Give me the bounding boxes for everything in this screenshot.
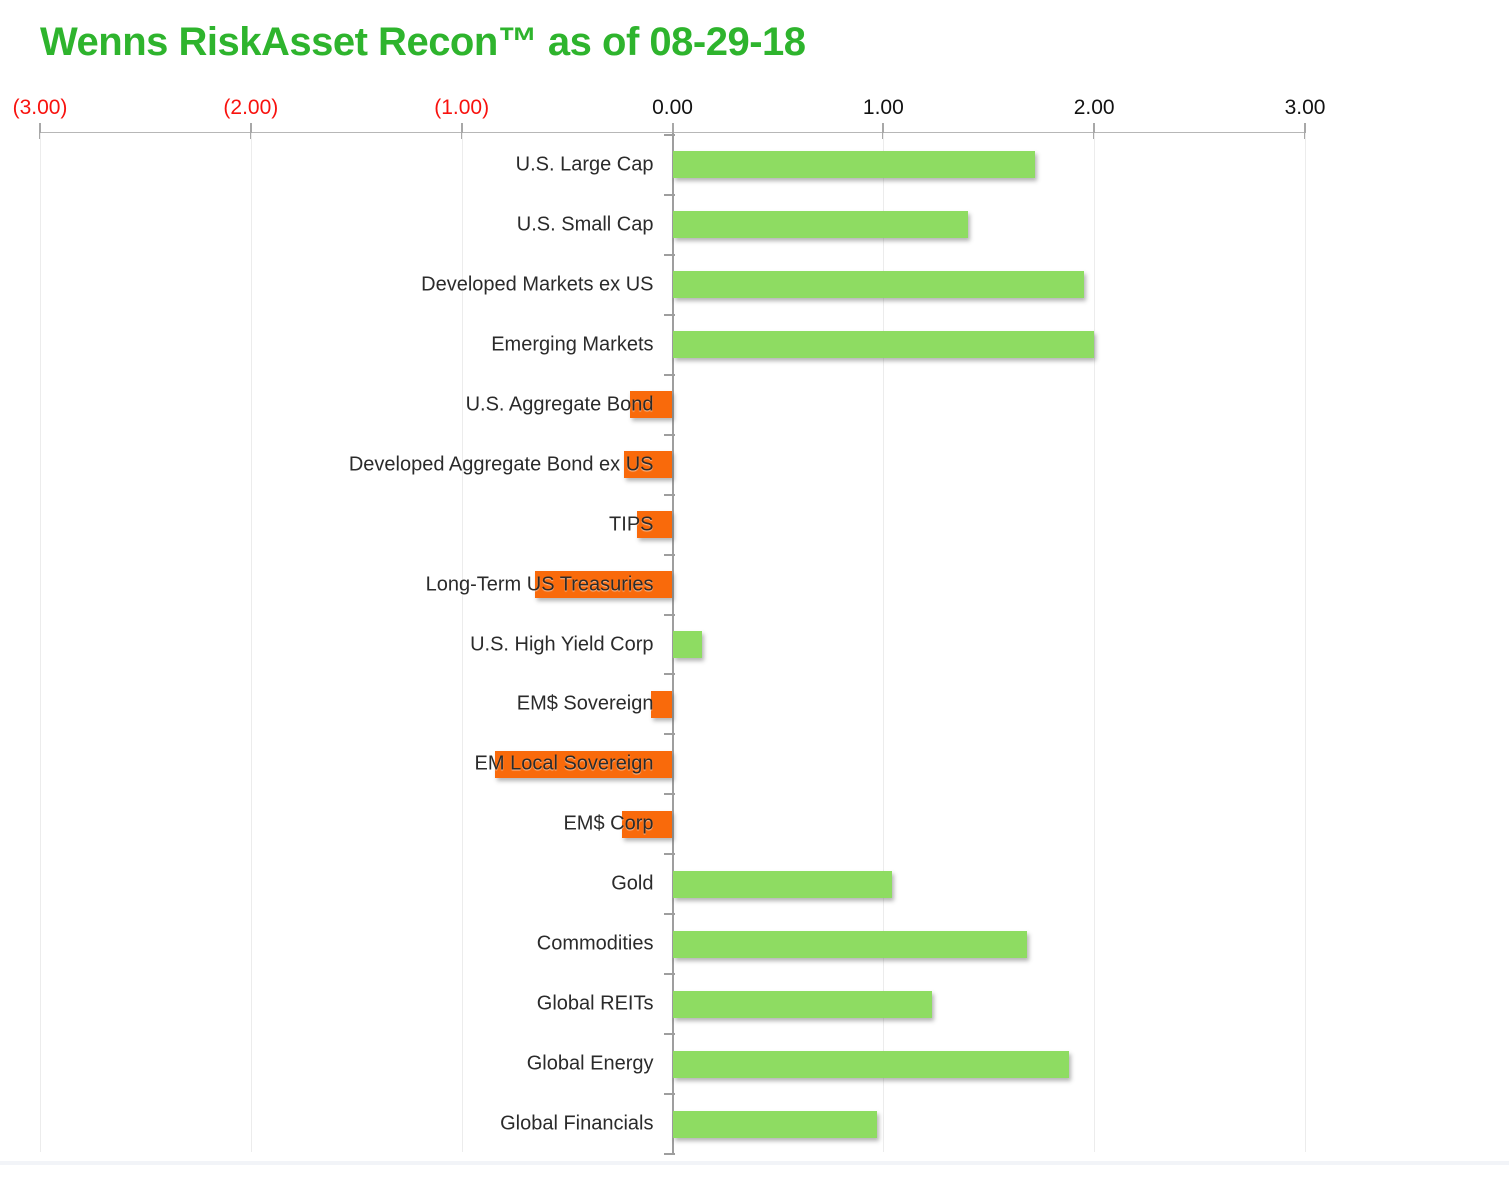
x-axis-label: (1.00) [434, 96, 490, 119]
gridline [250, 133, 252, 1152]
category-label: Gold [611, 872, 654, 895]
x-axis-tick [1093, 123, 1096, 139]
row-boundary-tick [663, 433, 675, 436]
row-boundary-tick [663, 613, 675, 616]
row-boundary-tick [663, 253, 675, 256]
x-axis-tick [1304, 123, 1306, 139]
bar-emerging-markets [672, 331, 1095, 359]
category-label: TIPS [609, 513, 654, 536]
category-label: Global REITs [536, 992, 654, 1015]
bar-long-term-us-treasuries [535, 571, 673, 599]
category-label: Developed Markets ex US [421, 273, 654, 296]
bar-u-s-large-cap [672, 151, 1036, 179]
category-label: Global Financials [500, 1112, 654, 1135]
bar-em-sovereign [651, 690, 673, 718]
bottom-divider-line [0, 1161, 1509, 1165]
category-label: U.S. Large Cap [515, 153, 654, 176]
row-boundary-tick [663, 1153, 675, 1155]
bar-developed-aggregate-bond-ex-us [624, 451, 673, 479]
category-label: Emerging Markets [491, 333, 654, 356]
category-label: Commodities [536, 932, 654, 955]
row-boundary-tick [663, 733, 675, 736]
bar-u-s-high-yield-corp [672, 631, 703, 658]
x-axis-label: 0.00 [652, 96, 693, 119]
gridline [40, 133, 41, 1152]
chart-title: Wenns RiskAsset Recon™ as of 08-29-18 [40, 20, 806, 64]
bar-u-s-small-cap [672, 211, 968, 239]
x-axis-label: 2.00 [1073, 96, 1115, 119]
gridline [1305, 133, 1306, 1152]
category-label: U.S. Small Cap [516, 213, 654, 236]
x-axis-tick [39, 123, 41, 139]
gridline [461, 133, 463, 1152]
row-boundary-tick [663, 1093, 675, 1096]
row-boundary-tick [663, 493, 675, 496]
row-boundary-tick [663, 913, 675, 916]
bar-global-financials [672, 1110, 877, 1138]
x-axis-label: (3.00) [12, 96, 68, 119]
bar-em-corp [621, 810, 673, 838]
x-axis-label: 1.00 [862, 96, 904, 119]
x-axis-tick [671, 123, 674, 139]
category-label: EM$ Corp [563, 812, 654, 835]
category-label: Global Energy [526, 1052, 654, 1075]
bar-global-energy [672, 1050, 1069, 1078]
row-boundary-tick [663, 313, 675, 316]
row-boundary-tick [663, 673, 675, 676]
bar-tips [636, 511, 673, 539]
x-axis-label: 3.00 [1284, 96, 1326, 119]
category-label: Developed Aggregate Bond ex US [348, 453, 654, 476]
row-boundary-tick [663, 793, 675, 796]
bar-global-reits [672, 990, 932, 1018]
bar-developed-markets-ex-us [672, 271, 1084, 299]
row-boundary-tick [663, 1033, 675, 1036]
x-axis-tick [249, 123, 252, 139]
gridline [1094, 133, 1096, 1152]
category-label: Long-Term US Treasuries [425, 573, 654, 596]
row-boundary-tick [663, 853, 675, 856]
x-axis-label: (2.00) [223, 96, 279, 119]
gridline [883, 133, 885, 1152]
row-boundary-tick [663, 973, 675, 976]
row-boundary-tick [663, 193, 675, 196]
bar-em-local-sovereign [495, 750, 673, 778]
row-boundary-tick [663, 134, 675, 136]
bar-u-s-aggregate-bond [630, 391, 673, 419]
bar-gold [672, 870, 892, 898]
category-label: EM Local Sovereign [474, 752, 654, 775]
category-label: EM$ Sovereign [516, 692, 654, 715]
x-axis-tick [882, 123, 885, 139]
category-label: U.S. High Yield Corp [470, 633, 654, 655]
row-boundary-tick [663, 553, 675, 556]
bar-commodities [672, 930, 1027, 958]
category-label: U.S. Aggregate Bond [465, 393, 654, 416]
x-axis-tick [460, 123, 463, 139]
row-boundary-tick [663, 373, 675, 376]
